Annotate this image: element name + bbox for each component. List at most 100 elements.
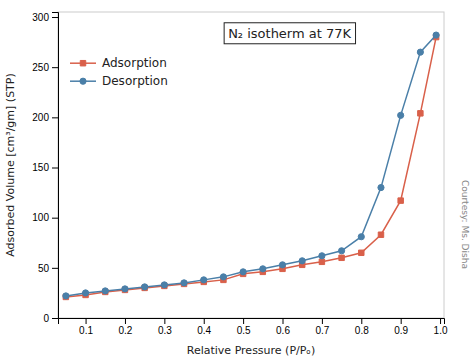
- tick-mark: [164, 318, 165, 324]
- tick: 0.2: [119, 318, 133, 336]
- tick-label: 0.2: [119, 325, 133, 336]
- title-frame: [224, 23, 355, 44]
- chart: 0.1 0.2 0.3 0.4 0.5 0.6 0.7 0.8 0.9 1.0 0 50 100 150 2…: [0, 0, 474, 362]
- tick-mark: [401, 318, 402, 324]
- legend-item: Adsorption: [70, 56, 167, 70]
- plot: 0.1 0.2 0.3 0.4 0.5 0.6 0.7 0.8 0.9 1.0 0 50 100 150 2…: [32, 12, 448, 336]
- legend-marker: [80, 78, 86, 84]
- point: [240, 269, 246, 275]
- point: [378, 232, 383, 237]
- tick-mark: [361, 318, 362, 324]
- point: [433, 32, 439, 38]
- tick: 0.3: [158, 318, 172, 336]
- tick: 0.9: [394, 318, 408, 336]
- point: [339, 255, 344, 260]
- point: [161, 282, 167, 288]
- point: [359, 250, 364, 255]
- tick-label: 200: [32, 112, 49, 123]
- point: [201, 277, 207, 283]
- x-axis: 0.1 0.2 0.3 0.4 0.5 0.6 0.7 0.8 0.9 1.0: [59, 318, 448, 336]
- tick: 0.6: [276, 318, 290, 336]
- tick-label: 0.9: [394, 325, 408, 336]
- point: [102, 288, 108, 294]
- point: [260, 266, 266, 272]
- tick: 100: [32, 212, 58, 223]
- tick-label: 0.1: [79, 325, 93, 336]
- plot-frame: [58, 12, 444, 318]
- tick-label: 0.6: [276, 325, 290, 336]
- point: [358, 234, 364, 240]
- point: [418, 111, 423, 116]
- legend-label: Desorption: [102, 74, 168, 88]
- series: [63, 32, 439, 299]
- line: [66, 35, 436, 296]
- point: [279, 262, 285, 268]
- series: [63, 34, 439, 299]
- tick: 200: [32, 112, 58, 123]
- tick: 0.4: [197, 318, 211, 336]
- line: [66, 37, 436, 297]
- tick-mark: [204, 318, 205, 324]
- tick-mark: [52, 318, 58, 319]
- tick-label: 150: [32, 162, 49, 173]
- tick-mark: [322, 318, 323, 324]
- point: [378, 184, 384, 190]
- tick: 0.8: [355, 318, 369, 336]
- y-axis-title: Adsorbed Volume [cm³/gm] (STP): [4, 73, 17, 257]
- tick-mark: [52, 17, 58, 18]
- tick-mark: [440, 318, 441, 324]
- tick-label: 50: [38, 263, 50, 274]
- tick-mark: [52, 268, 58, 269]
- tick: 300: [32, 12, 58, 23]
- tick-label: 250: [32, 62, 49, 73]
- tick-mark: [52, 218, 58, 219]
- title-box: N₂ isotherm at 77K: [224, 23, 355, 44]
- tick: 1.0: [434, 318, 448, 336]
- title: N₂ isotherm at 77K: [228, 26, 351, 41]
- tick: 0: [43, 313, 58, 324]
- tick-mark: [283, 318, 284, 324]
- point: [220, 274, 226, 280]
- legend: Adsorption Desorption: [70, 56, 168, 88]
- tick-mark: [52, 168, 58, 169]
- tick-label: 0.3: [158, 325, 172, 336]
- tick: 150: [32, 162, 58, 173]
- point: [417, 49, 423, 55]
- axis-line: [59, 319, 445, 325]
- tick: 0.1: [79, 318, 93, 336]
- tick-label: 0.4: [197, 325, 211, 336]
- legend-item: Desorption: [70, 74, 168, 88]
- tick-label: 0.7: [315, 325, 329, 336]
- legend-label: Adsorption: [102, 56, 167, 70]
- tick-mark: [52, 67, 58, 68]
- point: [339, 248, 345, 254]
- marks: [63, 32, 439, 300]
- tick-label: 0.5: [237, 325, 251, 336]
- point: [299, 258, 305, 264]
- point: [122, 286, 128, 292]
- tick: 0.7: [315, 318, 329, 336]
- point: [82, 290, 88, 296]
- tick: 0.5: [237, 318, 251, 336]
- y-axis: 0 50 100 150 200 250 300: [32, 12, 58, 324]
- annotation: Courtesy: Ms. Disha: [460, 180, 470, 269]
- point: [398, 198, 403, 203]
- point: [319, 259, 324, 264]
- x-axis-title: Relative Pressure (P/Pₒ): [187, 344, 315, 357]
- tick: 50: [38, 263, 58, 274]
- tick-mark: [243, 318, 244, 324]
- tick-mark: [125, 318, 126, 324]
- tick-label: 0: [43, 313, 49, 324]
- axis-line: [52, 13, 59, 319]
- tick-label: 100: [32, 212, 49, 223]
- point: [398, 112, 404, 118]
- tick: 250: [32, 62, 58, 73]
- tick-label: 0.8: [355, 325, 369, 336]
- point: [142, 284, 148, 290]
- tick-mark: [86, 318, 87, 324]
- point: [181, 280, 187, 286]
- point: [319, 253, 325, 259]
- point: [63, 293, 69, 299]
- tick-mark: [52, 117, 58, 118]
- legend-marker: [80, 60, 85, 65]
